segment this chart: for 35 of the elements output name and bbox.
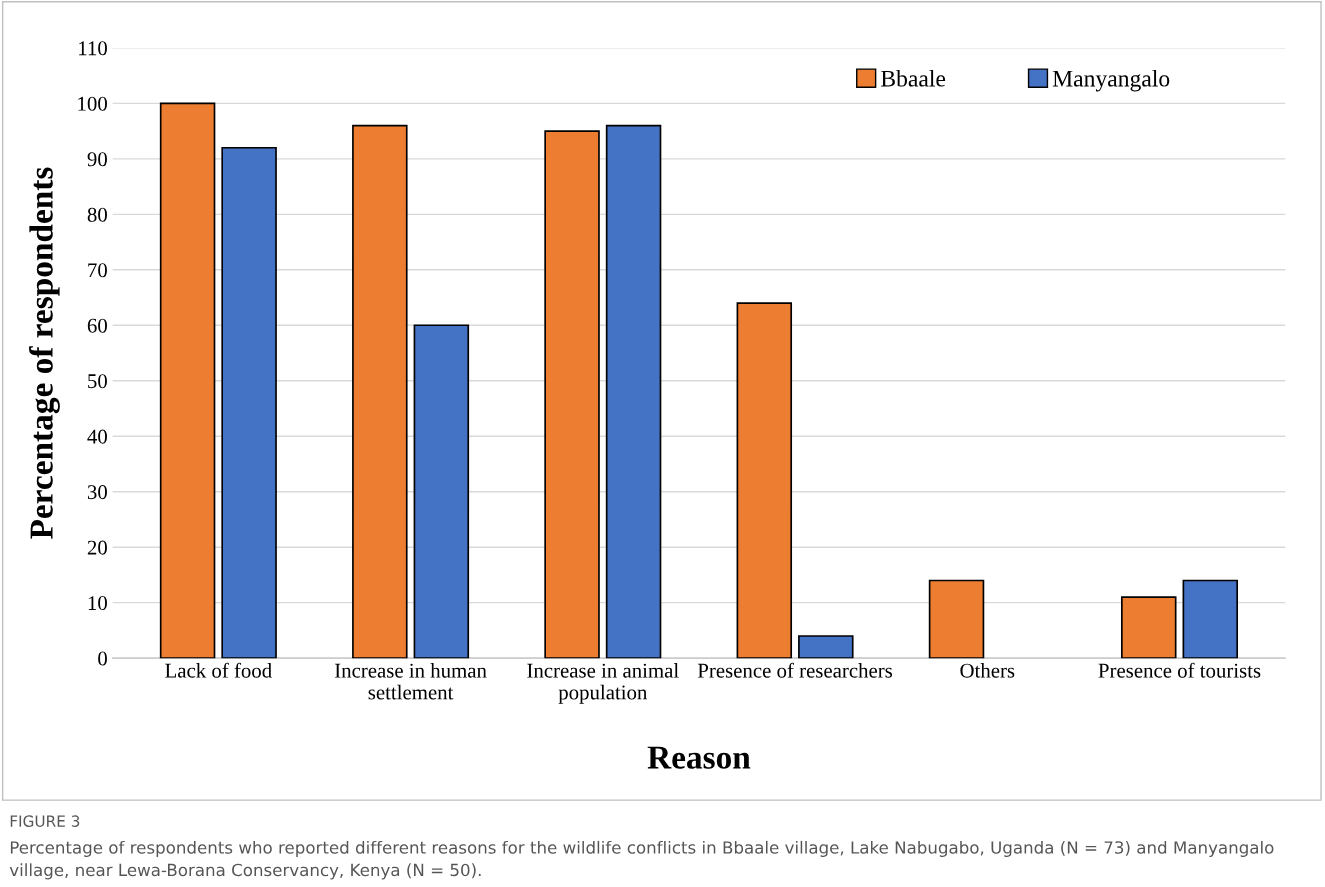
caption: FIGURE 3 <box>10 815 80 827</box>
x-tick-label: Presence of tourists <box>1098 662 1261 678</box>
y-tick-label: 110 <box>79 41 107 56</box>
bar <box>605 124 662 659</box>
x-axis-title: Reason <box>647 746 751 769</box>
text: Percentage of respondents who reported different reasons for the wildlife conflicts in Bbaale village, Lake Nabugabo, Uganda (N = 73) and Manyangalo village, near Lewa-Borana Conservancy, Kenya (N = 50). <box>9 840 1274 880</box>
y-axis-title: Percentage of respondents <box>29 167 60 539</box>
bar <box>221 146 277 659</box>
y-tick-label: 90 <box>87 152 107 167</box>
y-tick-label: 70 <box>88 263 107 278</box>
legend-label: Bbaale <box>881 70 946 87</box>
x-tick-label: Lack of food <box>165 662 272 678</box>
x-tick-label: Increase in animal population <box>527 663 679 704</box>
x-tick-label: Increase in human settlement <box>334 663 487 700</box>
y-tick-label: 30 <box>87 485 107 500</box>
y-tick-label: 20 <box>87 540 107 555</box>
y-tick-label: 40 <box>87 429 107 444</box>
bar <box>352 124 408 659</box>
bar <box>413 324 470 659</box>
y-tick-label: 100 <box>78 96 107 111</box>
y-tick-label: 60 <box>87 318 107 333</box>
bar <box>159 102 216 659</box>
y-tick-label: 0 <box>98 651 107 666</box>
bar <box>736 302 793 659</box>
bar <box>544 130 600 659</box>
y-tick-label: 50 <box>88 374 107 389</box>
x-tick-label: Others <box>960 663 1015 678</box>
y-tick-label: 80 <box>87 207 107 222</box>
x-tick-label: Presence of researchers <box>697 662 893 678</box>
legend-label: Manyangalo <box>1052 70 1170 92</box>
bar <box>928 579 985 659</box>
bar <box>1182 579 1239 659</box>
bar <box>798 635 854 659</box>
y-tick-label: 10 <box>88 596 107 611</box>
bar <box>1121 596 1177 659</box>
